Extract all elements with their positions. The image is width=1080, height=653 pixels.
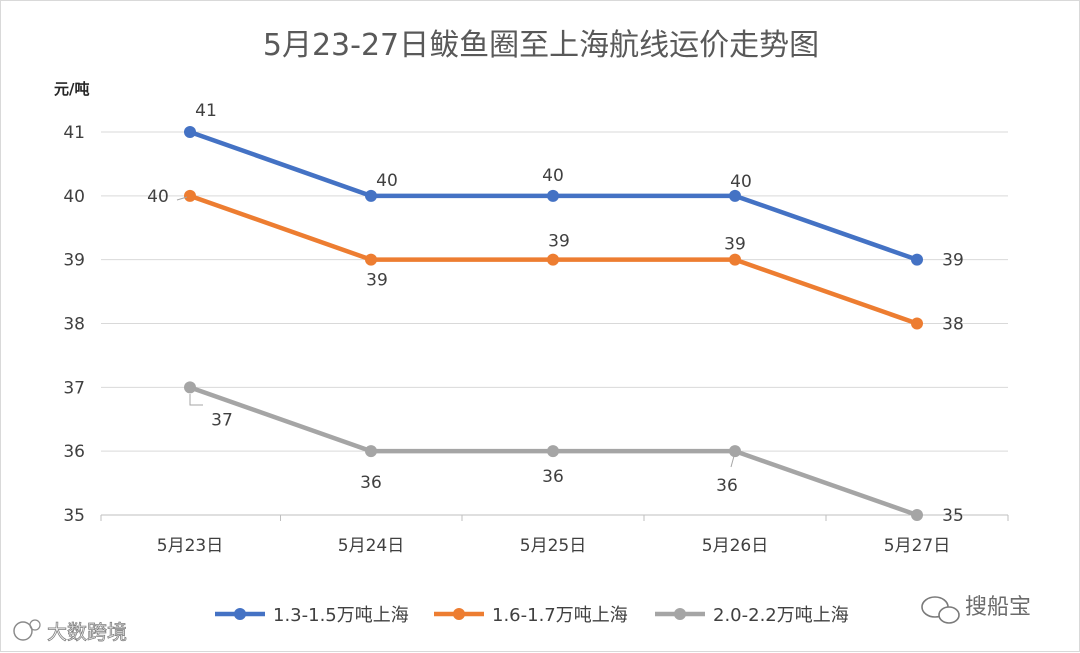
data-label: 39 xyxy=(366,271,388,291)
x-tick-label: 5月25日 xyxy=(520,536,586,556)
y-tick-label: 35 xyxy=(63,506,85,526)
data-label: 40 xyxy=(376,171,398,191)
data-point xyxy=(365,189,377,202)
data-point xyxy=(184,189,196,202)
x-tick-label: 5月24日 xyxy=(338,536,404,556)
data-label: 35 xyxy=(942,506,964,526)
data-point xyxy=(729,189,741,202)
data-label: 39 xyxy=(942,251,964,271)
wechat-icon-small xyxy=(938,606,960,624)
x-tick-label: 5月26日 xyxy=(702,536,768,556)
legend-swatch-marker xyxy=(453,608,465,620)
legend-swatch-marker xyxy=(234,608,246,620)
x-tick-label: 5月23日 xyxy=(157,536,223,556)
data-label: 39 xyxy=(724,235,746,255)
x-tick-labels: 5月23日 5月24日 5月25日 5月26日 5月27日 xyxy=(157,536,950,556)
data-point xyxy=(911,253,923,266)
legend: 1.3-1.5万吨上海 1.6-1.7万吨上海 2.0-2.2万吨上海 xyxy=(215,605,849,626)
data-label: 39 xyxy=(548,232,570,252)
data-label: 36 xyxy=(542,467,564,487)
data-point xyxy=(365,445,377,458)
y-tick-label: 37 xyxy=(63,378,85,398)
y-tick-label: 39 xyxy=(63,251,85,271)
watermark-left: 大数跨境 xyxy=(13,619,127,644)
data-point xyxy=(547,189,559,202)
y-tick-label: 36 xyxy=(63,442,85,462)
data-point xyxy=(729,253,741,266)
chart-title: 5月23-27日鲅鱼圈至上海航线运价走势图 xyxy=(263,28,819,63)
data-point xyxy=(365,253,377,266)
leader-line xyxy=(730,455,735,468)
y-tick-label: 40 xyxy=(63,187,85,207)
watermark-right: 搜船宝 xyxy=(921,595,1031,624)
data-label: 40 xyxy=(730,172,752,192)
data-label: 36 xyxy=(716,476,738,496)
data-point xyxy=(911,317,923,330)
data-point xyxy=(184,381,196,394)
legend-entry: 1.3-1.5万吨上海 xyxy=(273,605,409,626)
weibo-icon xyxy=(13,621,33,641)
y-tick-labels: 35 36 37 38 39 40 41 xyxy=(63,123,85,526)
data-label: 37 xyxy=(211,410,233,430)
series-lines xyxy=(184,126,923,521)
watermark-right-text: 搜船宝 xyxy=(965,595,1031,620)
y-axis-unit: 元/吨 xyxy=(54,80,89,98)
data-point xyxy=(547,445,559,458)
weibo-icon-dot xyxy=(29,619,41,631)
watermark-left-text: 大数跨境 xyxy=(47,620,127,644)
legend-entry: 2.0-2.2万吨上海 xyxy=(713,605,849,626)
data-label: 36 xyxy=(360,473,382,493)
y-tick-label: 38 xyxy=(63,315,85,335)
data-point xyxy=(184,126,196,138)
data-label: 40 xyxy=(542,166,564,186)
data-point xyxy=(911,509,923,521)
x-axis xyxy=(100,514,1009,521)
data-label: 38 xyxy=(942,315,964,335)
y-tick-label: 41 xyxy=(63,123,85,143)
data-label: 40 xyxy=(147,187,169,207)
leader-line xyxy=(189,394,203,406)
legend-entry: 1.6-1.7万吨上海 xyxy=(492,605,628,626)
legend-swatch-marker xyxy=(674,608,686,620)
leader-line xyxy=(176,196,188,201)
x-tick-label: 5月27日 xyxy=(884,536,950,556)
data-label: 41 xyxy=(195,101,217,121)
data-labels: 41 40 40 40 39 40 39 39 39 38 37 36 36 36 35 xyxy=(147,101,964,526)
data-point xyxy=(729,445,741,458)
data-point xyxy=(547,253,559,266)
